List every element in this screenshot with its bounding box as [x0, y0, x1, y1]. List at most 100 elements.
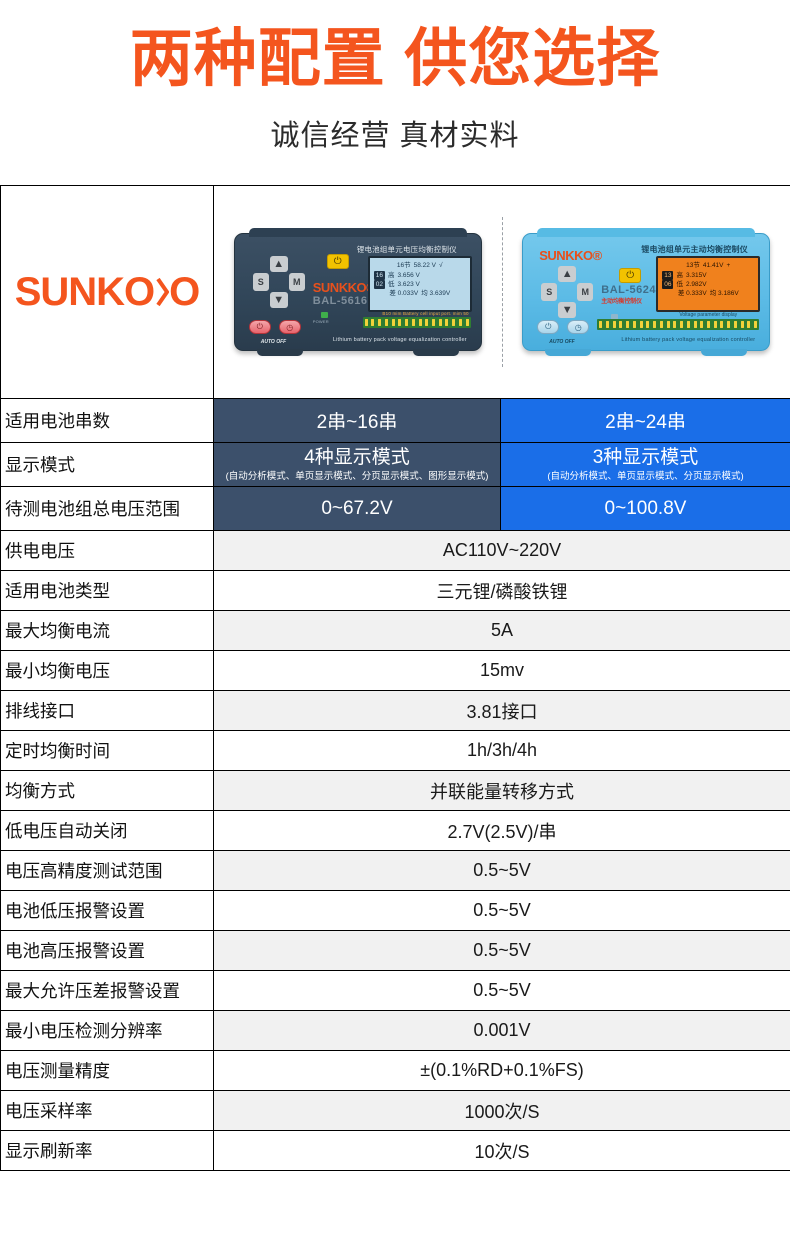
spec-value-shared: 15mv: [213, 650, 790, 692]
device-model-name: BAL-5624: [601, 284, 656, 297]
port-pin: [384, 319, 388, 327]
port-pin: [653, 321, 657, 329]
lcd-low-value: 3.623 V: [397, 280, 420, 288]
dpad-down-button[interactable]: ▼: [558, 302, 577, 319]
clock-icon: ◷: [286, 322, 294, 332]
port-pin: [378, 319, 382, 327]
spec-value-left: 2串~16串: [213, 398, 501, 444]
spec-value-right: 3种显示模式 (自动分析模式、单页显示模式、分页显示模式): [500, 442, 790, 488]
spec-value-shared: 1h/3h/4h: [213, 730, 790, 772]
spec-value-shared: 并联能量转移方式: [213, 770, 790, 812]
battery-input-port-strip[interactable]: [362, 317, 471, 329]
lcd-high-label: 高: [387, 271, 395, 279]
lcd-line-3: 02 低 3.623 V: [373, 279, 466, 290]
spec-label: 供电电压: [0, 530, 214, 572]
spec-row: 低电压自动关闭 2.7V(2.5V)/串: [0, 810, 790, 852]
auto-power-button[interactable]: ⏻: [537, 320, 560, 335]
dpad-s-button[interactable]: S: [541, 283, 558, 302]
spec-label: 最大均衡电流: [0, 610, 214, 652]
port-pin: [391, 319, 395, 327]
dpad-down-button[interactable]: ▼: [269, 292, 288, 309]
lcd-line-3: 06 低 2.982V: [662, 279, 754, 290]
dpad-up-button[interactable]: ▲: [558, 266, 577, 283]
lcd-line-4: 差 0.033V 均 3.639V: [374, 289, 466, 298]
port-pin: [626, 321, 630, 329]
banner-subtitle: 诚信经营 真材实料: [270, 120, 520, 153]
sunkko-logo: SUNKO O: [15, 269, 201, 315]
power-button[interactable]: ⏻: [619, 268, 642, 284]
navigation-dpad[interactable]: ▲ ▼ S M: [252, 256, 305, 309]
device-brand-name: SUNKKO®: [539, 248, 602, 264]
device-footer-en: Lithium battery pack voltage equalizatio…: [621, 337, 756, 344]
spec-value-shared: 0.5~5V: [213, 890, 790, 932]
lcd-low-cell-index: 06: [662, 279, 674, 290]
port-pin: [659, 321, 663, 329]
port-caption: B10 mim Battery cell input port. mim 50: [382, 311, 469, 317]
spec-value-left: 4种显示模式 (自动分析模式、单页显示模式、分页显示模式、图形显示模式): [213, 442, 501, 488]
dpad-s-button[interactable]: S: [252, 273, 269, 292]
device-brand-name: SUNKKO®: [312, 280, 376, 296]
lcd-high-label: 高: [676, 271, 683, 279]
spec-label: 待测电池组总电压范围: [0, 486, 214, 532]
device-top-lip: [248, 228, 467, 238]
dpad-up-button[interactable]: ▲: [269, 256, 288, 273]
timer-button[interactable]: ◷: [278, 320, 301, 335]
arrow-down-icon: ▼: [561, 303, 573, 316]
battery-input-port-strip[interactable]: [597, 319, 760, 331]
navigation-dpad[interactable]: ▲ ▼ S M: [541, 266, 594, 319]
spec-value-shared: 5A: [213, 610, 790, 652]
spec-value-shared: 0.5~5V: [213, 850, 790, 892]
dpad-m-button[interactable]: M: [288, 273, 305, 292]
spec-row: 电池低压报警设置 0.5~5V: [0, 890, 790, 932]
display-modes-detail-left: (自动分析模式、单页显示模式、分页显示模式、图形显示模式): [225, 470, 489, 482]
spec-label: 适用电池类型: [0, 570, 214, 612]
specification-comparison-table: SUNKO O 锂电池: [0, 185, 790, 1172]
device-body-5624: 锂电池组单元主动均衡控制仪 SUNKKO® ▲ ▼ S: [522, 228, 771, 357]
auto-power-button[interactable]: ⏻: [248, 320, 271, 335]
dpad-m-button[interactable]: M: [577, 283, 594, 302]
spec-value-shared: 三元锂/磷酸铁锂: [213, 570, 790, 612]
port-pin: [425, 319, 429, 327]
lcd-high-cell-index: 16: [373, 270, 385, 280]
port-pin: [458, 319, 462, 327]
display-modes-detail-right: (自动分析模式、单页显示模式、分页显示模式): [547, 470, 744, 482]
lcd-caption: Voltage parameter display: [679, 311, 738, 318]
spec-row-display-modes: 显示模式 4种显示模式 (自动分析模式、单页显示模式、分页显示模式、图形显示模式…: [0, 442, 790, 488]
device-branding: SUNKKO® BAL-5616: [312, 280, 376, 307]
lcd-line-1: 16节 58.22 V √: [374, 261, 466, 270]
spec-label: 定时均衡时间: [0, 730, 214, 772]
device-foot-left: [545, 349, 592, 357]
lcd-line-2: 16 高 3.656 V: [373, 270, 466, 280]
spec-row: 电池高压报警设置 0.5~5V: [0, 930, 790, 972]
lcd-delta-value: 差 0.033V: [389, 290, 419, 298]
spec-row: 均衡方式 并联能量转移方式: [0, 770, 790, 812]
lcd-low-label: 低: [676, 280, 683, 288]
device-title-cn: 锂电池组单元主动均衡控制仪: [641, 245, 748, 255]
port-pin: [740, 321, 744, 329]
port-pin: [666, 321, 670, 329]
product-header-row: SUNKO O 锂电池: [0, 185, 790, 400]
spec-value-shared: AC110V~220V: [213, 530, 790, 572]
round-buttons-group[interactable]: ⏻ ◷: [537, 320, 590, 335]
port-pin: [411, 319, 415, 327]
port-pin: [693, 321, 697, 329]
spec-label: 电池高压报警设置: [0, 930, 214, 972]
lcd-display-5616: 16节 58.22 V √ 16 高 3.656 V 02: [367, 256, 472, 313]
round-buttons-group[interactable]: ⏻ ◷: [248, 320, 301, 335]
logo-o-letter: O: [169, 269, 200, 314]
lcd-cell-count: 13节: [686, 262, 700, 270]
spec-value-shared: 0.5~5V: [213, 970, 790, 1012]
spec-value-shared: 2.7V(2.5V)/串: [213, 810, 790, 852]
port-pin: [754, 321, 758, 329]
timer-button[interactable]: ◷: [567, 320, 590, 335]
port-pin: [371, 319, 375, 327]
display-modes-count-left: 4种显示模式: [304, 447, 410, 469]
port-pin: [364, 319, 368, 327]
device-foot-right: [701, 349, 748, 357]
promo-banner: 两种配置 供您选择 诚信经营 真材实料: [0, 0, 790, 154]
port-pin: [720, 321, 724, 329]
spec-row: 最大允许压差报警设置 0.5~5V: [0, 970, 790, 1012]
port-pin: [431, 319, 435, 327]
spec-row: 排线接口 3.81接口: [0, 690, 790, 732]
power-button[interactable]: ⏻: [326, 254, 349, 270]
